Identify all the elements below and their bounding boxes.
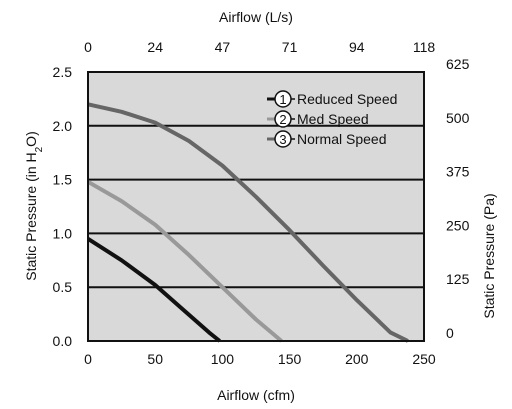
y-tick-label: 0.5 (53, 279, 73, 295)
x-tick-label: 250 (412, 351, 436, 367)
series-line-med-speed (87, 180, 283, 343)
y-right-axis-title: Static Pressure (Pa) (481, 193, 497, 318)
legend-key-number: 1 (279, 92, 286, 107)
y-axis-title-end: O) (23, 131, 39, 147)
y-tick-label: 1.0 (53, 225, 73, 241)
y-right-tick-label: 375 (446, 164, 470, 180)
y-right-tick-label: 0 (446, 325, 454, 341)
series-line-reduced-speed (86, 237, 221, 343)
x-tick-label: 50 (147, 351, 163, 367)
series-line-normal-speed (87, 102, 409, 343)
plot-area (88, 72, 424, 341)
y-tick-label: 1.5 (53, 172, 73, 188)
x-top-tick-label: 24 (147, 39, 163, 55)
legend-key-number: 2 (279, 112, 286, 127)
x-tick-label: 200 (345, 351, 369, 367)
x-tick-label: 0 (84, 351, 92, 367)
y-axis-title-subscript: 2 (34, 146, 45, 152)
y-tick-label: 0.0 (53, 333, 73, 349)
x-top-tick-label: 47 (215, 39, 231, 55)
x-tick-label: 150 (278, 351, 302, 367)
y-tick-label: 2.5 (53, 64, 73, 80)
legend-label: Med Speed (297, 111, 369, 127)
y-axis-title-main: Static Pressure (in H (23, 152, 39, 280)
x-top-tick-label: 0 (84, 39, 92, 55)
x-axis-title: Airflow (cfm) (217, 387, 295, 403)
legend: 1 Reduced Speed 2 Med Speed 3 Normal Speed (267, 90, 397, 148)
x-top-tick-label: 71 (282, 39, 298, 55)
y-right-tick-label: 250 (446, 217, 470, 233)
series-lines (86, 102, 409, 343)
y-right-tick-label: 125 (446, 271, 470, 287)
x-top-tick-label: 94 (349, 39, 365, 55)
legend-label: Reduced Speed (297, 91, 397, 107)
x-top-axis-title: Airflow (L/s) (219, 9, 293, 25)
legend-label: Normal Speed (297, 131, 387, 147)
x-top-tick-label: 118 (413, 39, 436, 55)
y-right-tick-label: 625 (446, 56, 470, 72)
plot-frame (87, 71, 425, 342)
legend-key-number: 3 (279, 132, 286, 147)
y-tick-label: 2.0 (53, 118, 73, 134)
grid-lines (88, 124, 424, 289)
y-axis-title: Static Pressure (in H2O) (23, 131, 45, 281)
y-right-tick-label: 500 (446, 110, 470, 126)
x-tick-label: 100 (211, 351, 235, 367)
